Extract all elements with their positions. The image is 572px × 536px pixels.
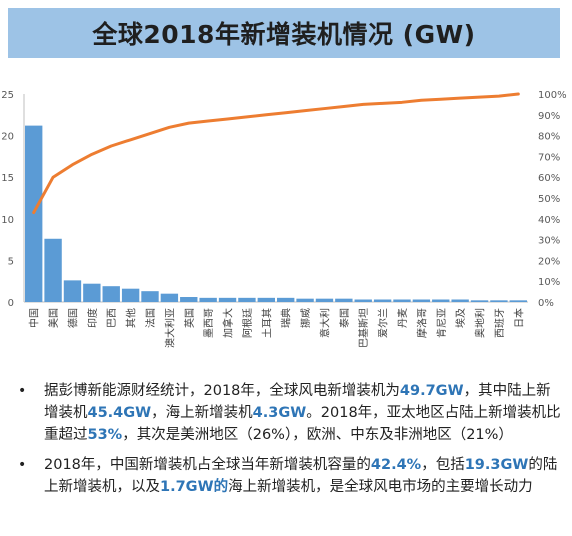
x-tick-label: 阿根廷	[241, 308, 254, 338]
y-tick-label: 0	[8, 298, 14, 309]
bullet-text: 2018年，中国新增装机占全球当年新增装机容量的42.4%，包括19.3GW的陆…	[44, 454, 562, 498]
cumulative-line	[32, 92, 520, 215]
x-tick-label: 加拿大	[222, 308, 235, 338]
bar	[63, 280, 82, 302]
bullet-item: • 据彭博新能源财经统计，2018年，全球风电新增装机为49.7GW，其中陆上新…	[14, 380, 562, 446]
text-run: ，其次是美洲地区（26%），欧洲、中东及非洲地区（21%）	[122, 427, 513, 443]
x-tick-label: 印度	[86, 308, 99, 328]
bar	[218, 297, 237, 302]
highlight-value: 45.4GW	[87, 405, 152, 421]
page-title: 全球2018年新增装机情况 (GW)	[92, 20, 476, 49]
bullet-dot: •	[18, 383, 27, 399]
bullet-dot: •	[18, 457, 27, 473]
highlight-value: 4.3GW	[252, 405, 307, 421]
text-run: 2018年，中国新增装机占全球当年新增装机容量的	[44, 457, 371, 473]
x-tick-label: 瑞典	[280, 308, 293, 328]
bar	[296, 298, 314, 302]
bar	[393, 299, 411, 302]
bar	[490, 300, 508, 302]
y2-tick-label: 10%	[538, 277, 560, 288]
bar	[451, 299, 469, 302]
y-tick-label: 5	[8, 256, 14, 267]
title-banner: 全球2018年新增装机情况 (GW)	[8, 8, 560, 58]
bar	[509, 300, 527, 302]
bar	[257, 297, 275, 302]
x-tick-label: 爱尔兰	[377, 308, 390, 338]
bullet-item: • 2018年，中国新增装机占全球当年新增装机容量的42.4%，包括19.3GW…	[14, 454, 562, 498]
x-tick-label: 摩洛哥	[415, 308, 428, 338]
x-tick-label: 西班牙	[494, 308, 506, 338]
highlight-value: 49.7GW	[399, 383, 464, 399]
bar	[432, 299, 450, 302]
y2-tick-label: 50%	[538, 194, 560, 205]
text-run: ，其中陆上新增装机	[44, 383, 551, 421]
bar	[121, 288, 140, 302]
bar	[102, 286, 120, 302]
x-tick-label: 奥地利	[474, 308, 487, 338]
y-tick-label: 10	[1, 215, 14, 226]
text-run: 。2018年，亚太地区占陆上新增装机比重超过	[44, 405, 561, 443]
y2-tick-label: 90%	[538, 111, 560, 122]
y2-tick-label: 30%	[538, 236, 560, 247]
x-tick-label: 巴西	[106, 308, 118, 328]
highlight-value: 1.7GW的	[160, 479, 229, 495]
x-tick-label: 丹麦	[397, 308, 409, 328]
x-tick-label: 挪威	[299, 308, 312, 328]
y2-tick-label: 100%	[538, 90, 567, 101]
bar	[412, 299, 431, 302]
x-tick-label: 土耳其	[260, 308, 273, 338]
highlight-value: 19.3GW	[464, 457, 529, 473]
x-tick-label: 肯尼亚	[435, 308, 448, 338]
x-tick-label: 泰国	[338, 308, 351, 328]
y2-tick-label: 40%	[538, 215, 560, 226]
bar	[180, 297, 198, 302]
x-tick-label: 美国	[47, 308, 60, 328]
bar	[160, 293, 179, 302]
x-tick-label: 澳大利亚	[163, 308, 176, 348]
text-run: ，包括	[421, 457, 465, 473]
y2-tick-label: 60%	[538, 173, 560, 184]
y2-tick-label: 0%	[538, 298, 554, 309]
bullet-list: • 据彭博新能源财经统计，2018年，全球风电新增装机为49.7GW，其中陆上新…	[14, 380, 562, 506]
pareto-chart: 0 5 10 15 20 25 0% 10% 20% 30% 40% 50% 60% 70% 80% 90% 1…	[1, 90, 567, 348]
bullet-text: 据彭博新能源财经统计，2018年，全球风电新增装机为49.7GW，其中陆上新增装…	[44, 380, 562, 446]
bar	[470, 300, 489, 302]
text-run: 海上新增装机，是全球风电市场的主要增长动力	[228, 479, 533, 495]
y2-tick-label: 20%	[538, 256, 560, 267]
highlight-value: 53%	[87, 427, 123, 443]
text-run: 据彭博新能源财经统计，2018年，全球风电新增装机为	[44, 383, 400, 399]
bar	[199, 297, 217, 302]
y-tick-label: 15	[1, 173, 14, 184]
x-tick-label: 法国	[144, 308, 157, 328]
y-tick-label: 20	[1, 132, 14, 143]
x-tick-label: 巴基斯坦	[357, 308, 370, 348]
text-run: 的陆上新增装机，以及	[44, 457, 558, 495]
bar	[44, 238, 62, 302]
highlight-value: 42.4%	[370, 457, 422, 473]
bar	[354, 299, 372, 302]
x-tick-label: 意大利	[318, 308, 331, 338]
x-tick-label: 德国	[66, 308, 79, 328]
text-run: ，海上新增装机	[151, 405, 253, 421]
bar	[335, 298, 353, 302]
bar	[373, 299, 392, 302]
x-tick-label: 英国	[183, 308, 196, 328]
y2-tick-label: 70%	[538, 152, 560, 163]
bar	[83, 283, 101, 302]
bar	[238, 297, 256, 302]
x-tick-label: 日本	[512, 308, 525, 328]
x-tick-label: 其他	[125, 308, 138, 328]
x-tick-label: 埃及	[454, 308, 467, 328]
x-tick-label: 墨西哥	[203, 308, 215, 338]
x-tick-label: 中国	[28, 308, 41, 328]
bar	[277, 297, 295, 302]
y2-tick-label: 80%	[538, 132, 560, 143]
bar	[315, 298, 334, 302]
y-tick-label: 25	[1, 90, 14, 101]
bar	[141, 291, 159, 302]
